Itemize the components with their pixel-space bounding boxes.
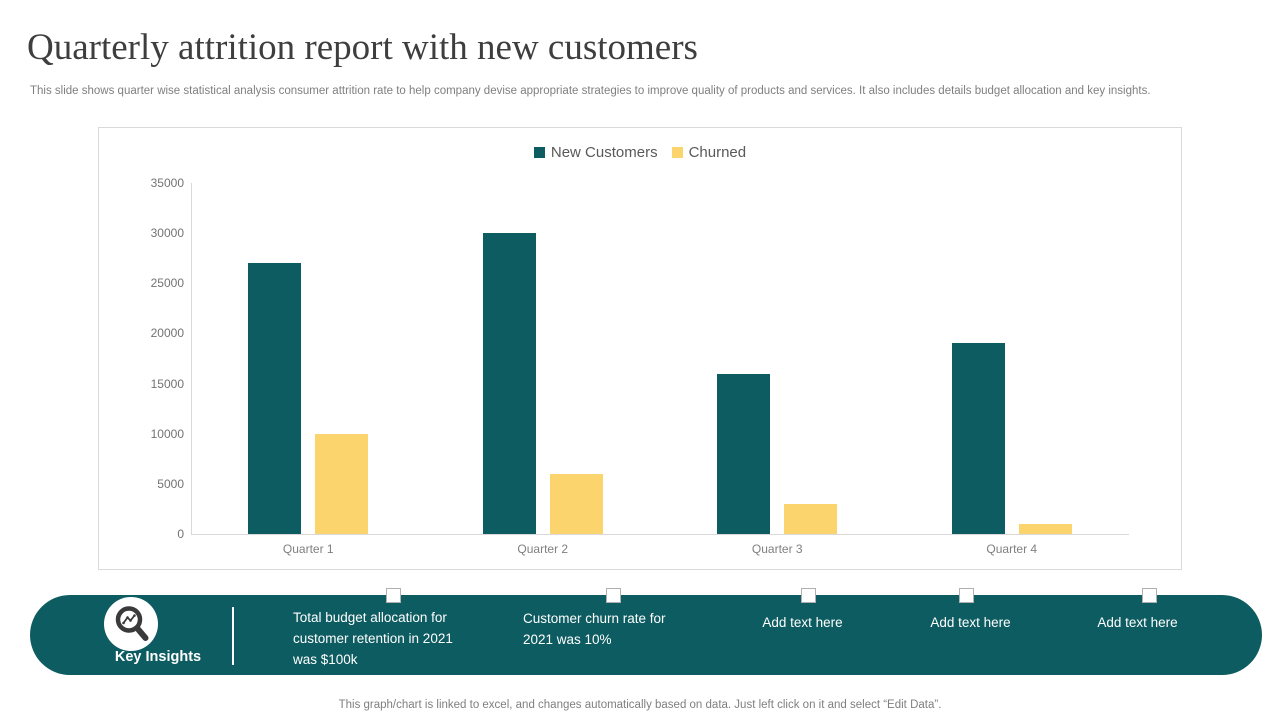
y-axis-tick-label: 5000 — [157, 476, 184, 491]
y-axis-tick-label: 30000 — [150, 226, 184, 241]
page-title: Quarterly attrition report with new cust… — [27, 27, 698, 68]
selection-handle-2[interactable] — [606, 588, 621, 603]
x-axis-line — [191, 534, 1129, 535]
x-axis-label: Quarter 2 — [517, 542, 569, 556]
bar-churned-quarter-3 — [784, 504, 838, 534]
y-axis-tick-label: 10000 — [150, 426, 184, 441]
chart-area[interactable]: New Customers Churned 0 5000 10000 15000 200… — [98, 127, 1182, 570]
selection-handle-4[interactable] — [959, 588, 974, 603]
bar-new-customers-quarter-2 — [482, 233, 536, 534]
y-axis-line — [191, 183, 192, 534]
legend-item-new-customers: New Customers — [533, 144, 658, 161]
bar-new-customers-quarter-1 — [248, 263, 302, 534]
insight-placeholder-1[interactable]: Add text here — [762, 615, 843, 630]
bar-churned-quarter-2 — [549, 474, 603, 534]
y-axis-tick-label: 15000 — [150, 376, 184, 391]
bar-new-customers-quarter-3 — [717, 374, 771, 534]
magnifier-chart-icon — [104, 597, 158, 651]
legend-label-churned: Churned — [688, 144, 747, 161]
bar-group-quarter-2 — [426, 183, 661, 534]
selection-handle-5[interactable] — [1142, 588, 1157, 603]
insight-text-churn-rate[interactable]: Customer churn rate for 2021 was 10% — [523, 611, 666, 647]
bar-group-quarter-4 — [895, 183, 1130, 534]
y-axis-tick-label: 0 — [177, 527, 184, 541]
key-insights-label: Key Insights — [114, 649, 202, 665]
legend-swatch-new-customers — [533, 147, 545, 158]
selection-handle-3[interactable] — [801, 588, 816, 603]
chart-legend: New Customers Churned — [99, 144, 1181, 161]
legend-label-new-customers: New Customers — [550, 144, 658, 161]
y-axis-tick-label: 20000 — [150, 326, 184, 341]
selection-handle-1[interactable] — [386, 588, 401, 603]
edit-data-footnote: This graph/chart is linked to excel, and… — [338, 699, 942, 711]
y-axis-tick-label: 25000 — [150, 276, 184, 291]
bar-churned-quarter-4 — [1018, 524, 1072, 534]
insight-placeholder-3[interactable]: Add text here — [1097, 615, 1178, 630]
bar-group-quarter-3 — [660, 183, 895, 534]
insight-placeholder-2[interactable]: Add text here — [930, 615, 1011, 630]
x-axis-label: Quarter 1 — [282, 542, 334, 556]
bar-new-customers-quarter-4 — [951, 343, 1005, 534]
insight-text-budget[interactable]: Total budget allocation for customer ret… — [293, 610, 453, 667]
key-insights-band: Key Insights Total budget allocation for… — [30, 588, 1262, 675]
legend-swatch-churned — [671, 147, 683, 158]
divider — [232, 607, 234, 665]
y-axis-tick-label: 35000 — [150, 176, 184, 190]
legend-item-churned: Churned — [671, 144, 747, 161]
slide-subtitle: This slide shows quarter wise statistica… — [30, 85, 1151, 97]
x-axis-label: Quarter 4 — [986, 542, 1038, 556]
x-axis-label: Quarter 3 — [751, 542, 803, 556]
bar-churned-quarter-1 — [315, 434, 369, 534]
bar-group-quarter-1 — [191, 183, 426, 534]
